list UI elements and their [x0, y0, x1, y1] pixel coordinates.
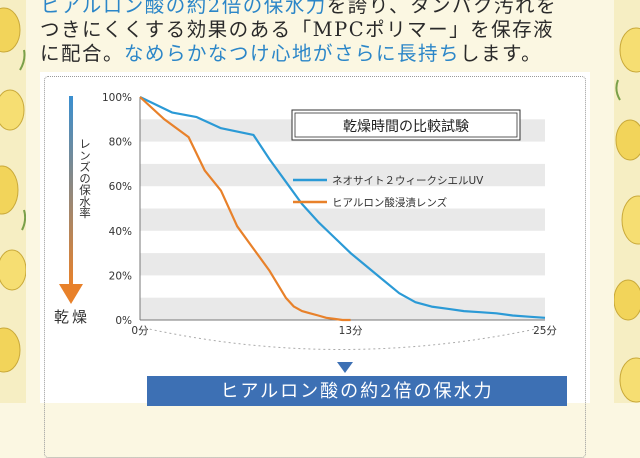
grid-band [140, 208, 545, 231]
y-tick-label: 80% [109, 137, 132, 149]
axis-arc [139, 326, 546, 350]
grid-band [140, 163, 545, 187]
intro-highlight-1: ヒアルロン酸の約2倍の保水力 [40, 0, 327, 17]
lemon-decoration-left [0, 0, 26, 403]
series-line-2 [139, 96, 351, 322]
chart-title: 乾燥時間の比較試験 [343, 119, 469, 135]
legend-series-2: ヒアルロン酸浸漬レンズ [332, 196, 447, 209]
series-line-1 [139, 96, 546, 319]
y-tick-label: 60% [109, 181, 132, 193]
banner-pointer-icon [337, 362, 353, 373]
grid-band [140, 297, 545, 320]
intro-line-3-pre: に配合。 [40, 42, 125, 65]
x-tick-label: 0分 [131, 325, 149, 337]
intro-highlight-2: なめらかなつけ心地がさらに長持ち [124, 42, 461, 65]
legend-series-1: ネオサイト２ウィークシエルUV [332, 175, 484, 187]
intro-line-3-post: します。 [460, 42, 543, 65]
intro-line-2: つきにくくする効果のある「MPCポリマー」を保存液 [40, 18, 555, 41]
intro-line-1: ヒアルロン酸の約2倍の保水力を誇り、タンパク汚れを [40, 0, 610, 18]
grid-band [140, 253, 545, 276]
y-tick-label: 100% [102, 92, 132, 104]
y-tick-label: 0% [115, 315, 132, 327]
water-retention-arrow [69, 96, 73, 286]
intro-line-3: に配合。なめらかなつけ心地がさらに長持ちします。 [40, 42, 610, 66]
y-tick-label: 40% [109, 226, 132, 238]
intro-line-1-rest: を誇り、タンパク汚れを [326, 0, 557, 17]
drying-time-chart: 100% 80% 60% 40% 20% 0% 0分 13分 25分 レンズの保水率 乾燥 乾… [54, 92, 557, 350]
y-tick-label: 20% [109, 270, 132, 282]
x-tick-label: 25分 [533, 325, 557, 337]
banner: ヒアルロン酸の約2倍の保水力 [147, 376, 567, 406]
dry-label: 乾燥 [54, 308, 90, 326]
chart-title-box [291, 109, 521, 141]
intro-text: ヒアルロン酸の約2倍の保水力を誇り、タンパク汚れを つきにくくする効果のある「M… [40, 0, 610, 66]
arrow-head-icon [59, 284, 83, 304]
lemon-decoration-right [614, 0, 640, 403]
y-axis-vertical-label: レンズの保水率 [78, 138, 92, 219]
x-tick-label: 13分 [339, 325, 363, 337]
